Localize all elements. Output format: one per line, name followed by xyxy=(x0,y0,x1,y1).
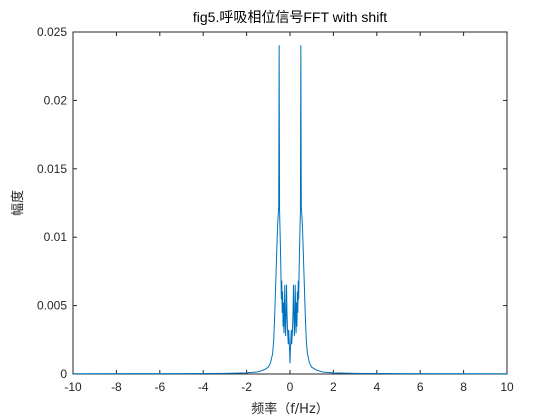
plot-area xyxy=(72,31,508,375)
y-tick-label: 0.01 xyxy=(44,230,68,244)
series-line xyxy=(72,45,508,375)
y-tick-label: 0.02 xyxy=(44,93,68,107)
x-tick-label: 6 xyxy=(417,380,424,394)
y-tick-label: 0.005 xyxy=(37,299,67,313)
y-tick-label: 0.015 xyxy=(37,162,67,176)
x-tick-label: -2 xyxy=(241,380,252,394)
x-tick-label: -4 xyxy=(198,380,209,394)
x-tick-label: -8 xyxy=(111,380,122,394)
x-tick-label: 0 xyxy=(287,380,294,394)
x-tick-label: 10 xyxy=(500,380,514,394)
x-axis-ticks: -10 -8 -6 -4 -2 0 2 4 6 8 10 xyxy=(64,32,514,394)
x-tick-label: 2 xyxy=(330,380,337,394)
series-layer xyxy=(72,45,508,375)
y-tick-label: 0 xyxy=(60,367,67,381)
x-tick-label: -10 xyxy=(64,380,82,394)
y-axis-label: 幅度 xyxy=(10,190,26,216)
x-tick-label: 4 xyxy=(373,380,380,394)
x-axis-label: 频率（f/Hz） xyxy=(251,401,329,417)
y-tick-label: 0.025 xyxy=(37,25,67,39)
chart-title: fig5.呼吸相位信号FFT with shift xyxy=(193,9,387,25)
x-tick-label: -6 xyxy=(154,380,165,394)
y-axis-ticks: 0 0.005 0.01 0.015 0.02 0.025 xyxy=(37,25,507,381)
x-tick-label: 8 xyxy=(460,380,467,394)
